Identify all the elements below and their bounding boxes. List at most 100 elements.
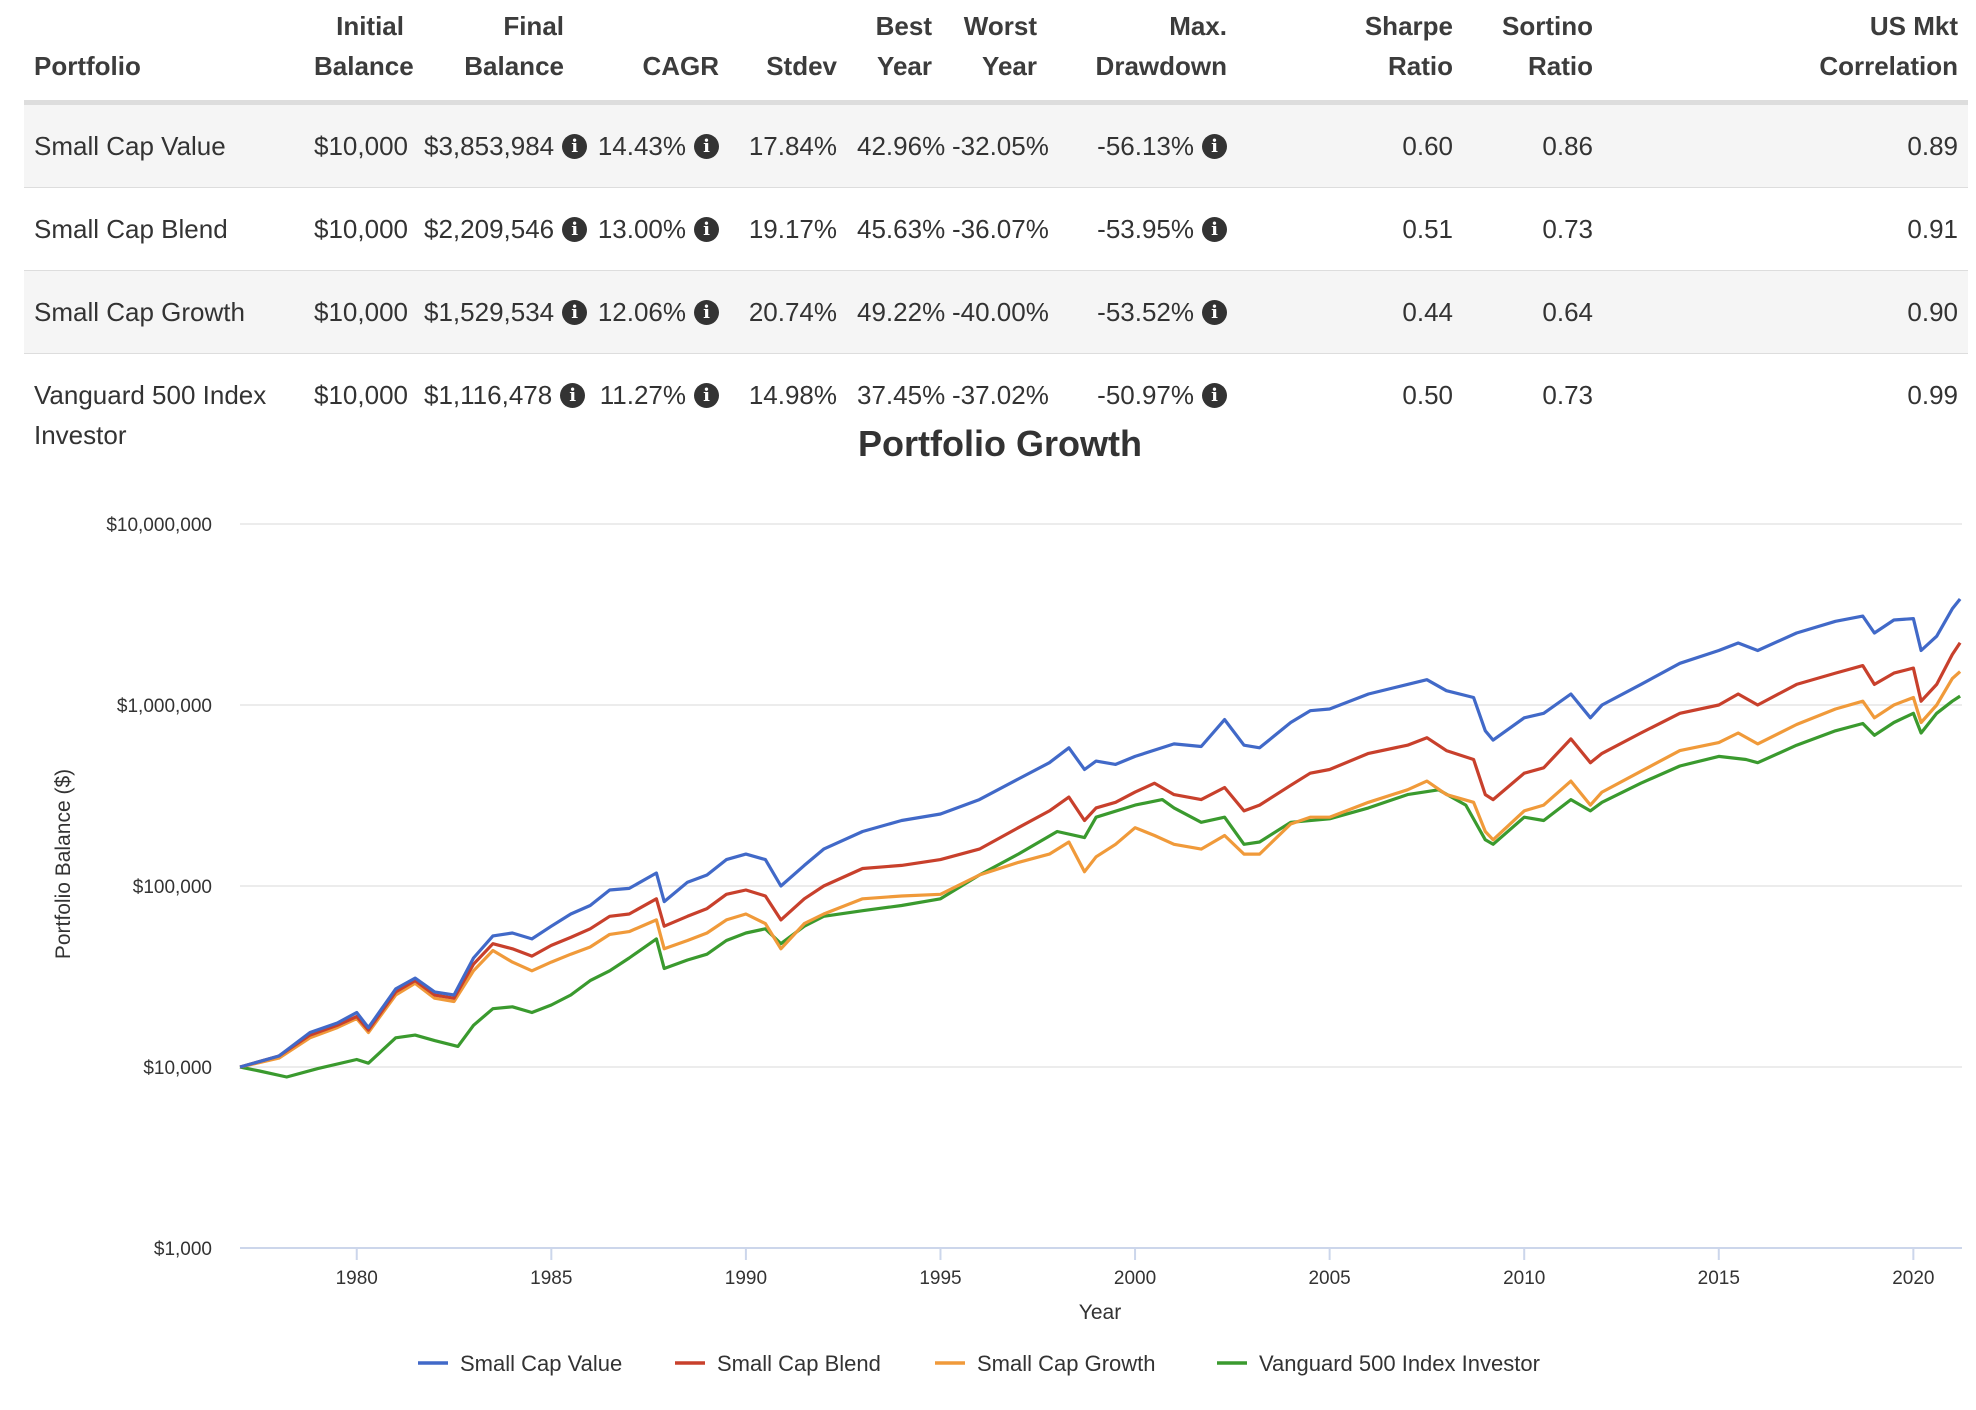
info-icon[interactable]: i — [694, 217, 719, 242]
column-header-line2: Balance — [314, 51, 414, 81]
table-row: Small Cap Value $10,000 $3,853,984 i 14.43% i… — [24, 102, 1968, 188]
series-line[interactable] — [239, 598, 1962, 1069]
info-icon[interactable]: i — [560, 383, 586, 408]
sharpe-ratio-cell-value: 0.60 — [1402, 131, 1453, 161]
info-icon[interactable]: i — [562, 217, 588, 242]
info-icon[interactable]: i — [694, 134, 719, 159]
column-header-line1 — [34, 6, 294, 46]
us-mkt-correlation-cell-value: 0.91 — [1907, 214, 1958, 244]
column-header[interactable]: CAGR — [574, 0, 729, 105]
cagr-cell-value: 11.27% — [599, 380, 686, 410]
info-icon[interactable]: i — [694, 300, 719, 325]
series-line[interactable] — [239, 694, 1961, 1079]
stdev-cell-value: 19.17% — [748, 214, 837, 244]
column-header[interactable]: Best Year — [847, 0, 942, 105]
best-year-cell-value: 42.96% — [857, 131, 946, 161]
x-tick-label: 2015 — [1698, 1268, 1740, 1289]
portfolio-name-cell: Vanguard 500 Index Investor — [24, 354, 304, 466]
stdev-cell: 17.84% — [729, 102, 847, 188]
legend-item[interactable]: Small Cap Blend — [675, 1351, 881, 1376]
column-header-line2: CAGR — [642, 51, 719, 81]
portfolio-name-cell-value: Small Cap Value — [34, 131, 226, 161]
stdev-cell-value: 14.98% — [748, 380, 837, 410]
legend-item[interactable]: Vanguard 500 Index Investor — [1217, 1351, 1540, 1376]
series-lines — [239, 598, 1962, 1079]
sharpe-ratio-cell-value: 0.50 — [1402, 380, 1453, 410]
best-year-cell: 49.22% — [847, 270, 945, 354]
column-header[interactable]: Initial Balance — [304, 0, 414, 105]
column-header-line1: US Mkt — [1869, 11, 1958, 41]
column-header[interactable]: Sharpe Ratio — [1237, 0, 1463, 105]
info-icon[interactable]: i — [694, 383, 719, 408]
y-tick-label: $10,000 — [143, 1058, 212, 1079]
portfolio-name-cell-value: Small Cap Growth — [34, 297, 245, 327]
column-header-line2: Ratio — [1528, 51, 1593, 81]
legend-item[interactable]: Small Cap Value — [418, 1351, 622, 1376]
y-axis-ticks: $1,000 $10,000 $100,000 $1,000,000 $10,000,0… — [106, 515, 212, 1260]
final-balance-cell: $1,529,534 i — [414, 270, 588, 354]
info-icon[interactable]: i — [1202, 217, 1227, 242]
x-tick-label: 1985 — [530, 1268, 572, 1289]
column-header-line2: Drawdown — [1095, 51, 1227, 81]
column-header[interactable]: Worst Year — [942, 0, 1047, 105]
worst-year-cell: -32.05% — [942, 102, 1049, 188]
legend-item[interactable]: Small Cap Growth — [935, 1351, 1156, 1376]
table-row: Small Cap Blend $10,000 $2,209,546 i 13.00% i… — [24, 187, 1968, 271]
sharpe-ratio-cell: 0.51 — [1237, 187, 1463, 271]
stdev-cell-value: 20.74% — [748, 297, 837, 327]
sharpe-ratio-cell: 0.50 — [1237, 354, 1463, 466]
cagr-cell: 11.27% i — [574, 354, 729, 466]
info-icon[interactable]: i — [1202, 383, 1227, 408]
table-row: Vanguard 500 Index Investor $10,000 $1,116… — [24, 354, 1968, 466]
info-icon[interactable]: i — [562, 134, 588, 159]
y-tick-label: $1,000,000 — [117, 696, 212, 717]
info-icon[interactable]: i — [562, 300, 588, 325]
cagr-cell-value: 13.00% — [597, 214, 686, 244]
x-tick-label: 2000 — [1114, 1268, 1156, 1289]
initial-balance-cell: $10,000 — [304, 354, 414, 466]
sortino-ratio-cell-value: 0.86 — [1542, 131, 1593, 161]
series-line[interactable] — [239, 670, 1962, 1069]
sortino-ratio-cell: 0.73 — [1463, 354, 1603, 466]
portfolio-name-cell-value: Small Cap Blend — [34, 214, 228, 244]
info-icon[interactable]: i — [1202, 300, 1227, 325]
x-tick-label: 1995 — [919, 1268, 961, 1289]
sharpe-ratio-cell: 0.60 — [1237, 102, 1463, 188]
max-drawdown-cell: -53.52% i — [1047, 270, 1237, 354]
portfolio-stats-table: Portfolio Initial Balance Final Balance CAGR… — [24, 0, 1968, 465]
final-balance-cell-value: $1,116,478 — [424, 380, 553, 410]
column-header[interactable]: US Mkt Correlation — [1603, 0, 1968, 105]
y-tick-label: $1,000 — [154, 1239, 212, 1260]
chart-legend[interactable]: Small Cap Value Small Cap Blend Small Cap … — [418, 1351, 1540, 1376]
final-balance-cell: $1,116,478 i — [414, 354, 586, 466]
final-balance-cell-value: $2,209,546 — [424, 214, 555, 244]
us-mkt-correlation-cell: 0.90 — [1603, 270, 1968, 354]
legend-label: Small Cap Blend — [717, 1351, 881, 1376]
max-drawdown-cell: -53.95% i — [1047, 187, 1237, 271]
info-icon[interactable]: i — [1202, 134, 1227, 159]
us-mkt-correlation-cell-value: 0.89 — [1907, 131, 1958, 161]
column-header[interactable]: Final Balance — [414, 0, 574, 105]
initial-balance-cell: $10,000 — [304, 102, 414, 188]
best-year-cell-value: 37.45% — [857, 380, 946, 410]
max-drawdown-cell-value: -50.97% — [1097, 380, 1194, 410]
table-header: Portfolio Initial Balance Final Balance CAGR… — [24, 0, 1968, 105]
x-tick-label: 2010 — [1503, 1268, 1545, 1289]
column-header-line1: Sharpe — [1364, 11, 1453, 41]
portfolio-name-cell: Small Cap Value — [24, 102, 304, 188]
cagr-cell: 14.43% i — [574, 102, 729, 188]
column-header[interactable]: Sortino Ratio — [1463, 0, 1603, 105]
column-header-line1: Worst — [963, 11, 1037, 41]
max-drawdown-cell-value: -56.13% — [1097, 131, 1194, 161]
column-header[interactable]: Portfolio — [24, 0, 304, 105]
sortino-ratio-cell-value: 0.73 — [1542, 380, 1593, 410]
x-axis-ticks: 1980 1985 1990 1995 2000 2005 2010 2015 2020 — [336, 1248, 1934, 1289]
column-header-line1: Best — [875, 11, 932, 41]
column-header[interactable]: Max. Drawdown — [1047, 0, 1237, 105]
column-header[interactable]: Stdev — [729, 0, 847, 105]
initial-balance-cell-value: $10,000 — [314, 297, 408, 327]
series-line[interactable] — [239, 641, 1962, 1069]
max-drawdown-cell-value: -53.95% — [1097, 214, 1194, 244]
us-mkt-correlation-cell: 0.89 — [1603, 102, 1968, 188]
us-mkt-correlation-cell-value: 0.90 — [1907, 297, 1958, 327]
